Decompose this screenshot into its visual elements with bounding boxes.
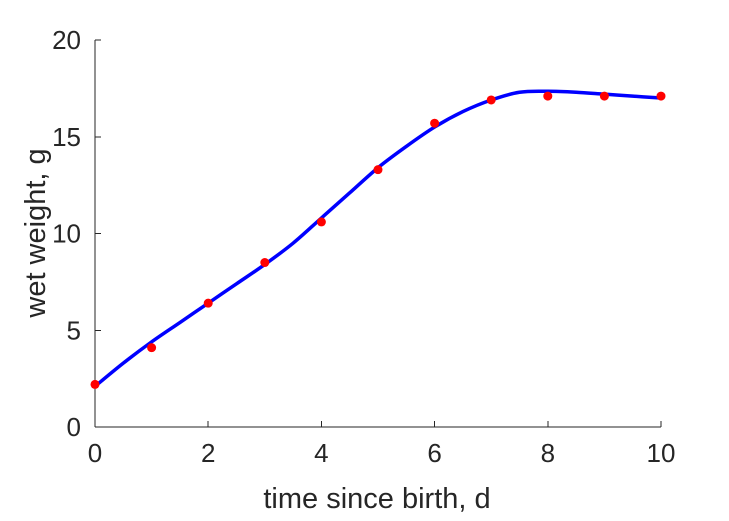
axes <box>94 40 661 428</box>
y-tick-label: 0 <box>67 412 81 442</box>
y-tick-label: 5 <box>67 315 81 345</box>
x-axis-label: time since birth, d <box>263 483 490 515</box>
data-point <box>656 91 666 101</box>
series-layer <box>90 89 666 389</box>
data-point <box>599 91 609 101</box>
x-tick-label: 4 <box>314 438 328 468</box>
y-tick-label: 20 <box>52 25 81 55</box>
x-tick-label: 6 <box>427 438 441 468</box>
fit-line <box>93 89 663 389</box>
data-point <box>203 298 213 308</box>
x-tick-label: 8 <box>541 438 555 468</box>
data-point <box>147 343 157 353</box>
y-axis-label: wet weight, g <box>20 148 52 318</box>
data-point <box>430 118 440 128</box>
x-tick-label: 2 <box>201 438 215 468</box>
data-point <box>543 91 553 101</box>
data-point <box>260 258 270 268</box>
y-tick-label: 10 <box>52 219 81 249</box>
x-tick-label: 0 <box>88 438 102 468</box>
data-point <box>316 217 326 227</box>
x-axis-ticks: 0 2 4 6 8 10 <box>88 421 676 468</box>
data-point <box>486 95 496 105</box>
data-point <box>373 165 383 175</box>
x-tick-label: 10 <box>647 438 676 468</box>
y-axis-ticks: 0 5 10 15 20 <box>52 25 101 442</box>
data-point <box>90 379 100 389</box>
y-tick-label: 15 <box>52 122 81 152</box>
